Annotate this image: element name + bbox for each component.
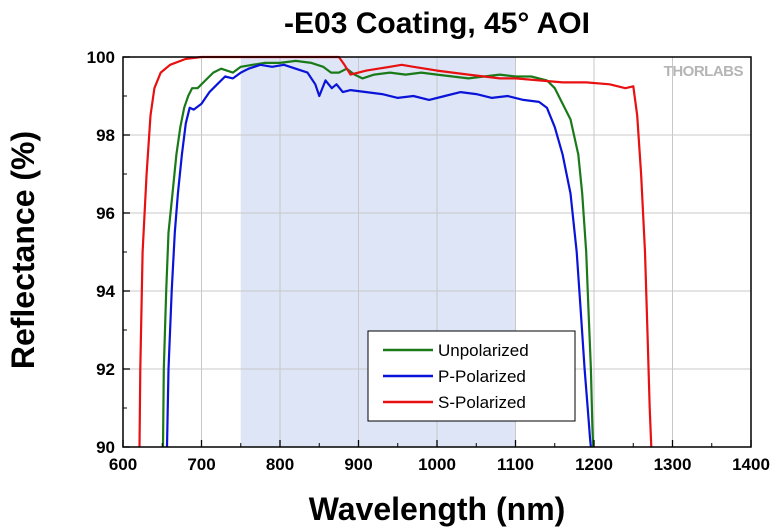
y-tick-label: 98: [96, 126, 115, 145]
y-tick-label: 96: [96, 204, 115, 223]
y-tick-label: 94: [96, 282, 115, 301]
x-tick-label: 600: [109, 455, 137, 474]
chart-title: -E03 Coating, 45° AOI: [284, 7, 590, 40]
y-axis-label: Reflectance (%): [5, 131, 41, 369]
y-tick-label: 100: [87, 48, 115, 67]
series-line-s-polarized: [138, 55, 653, 448]
x-tick-label: 1200: [575, 455, 613, 474]
y-tick-label: 92: [96, 360, 115, 379]
legend-label: Unpolarized: [438, 341, 529, 360]
x-tick-label: 900: [344, 455, 372, 474]
x-tick-label: 700: [187, 455, 215, 474]
thorlabs-logo: THORLABS: [664, 63, 744, 80]
legend-label: S-Polarized: [438, 393, 526, 412]
y-tick-label: 90: [96, 438, 115, 457]
legend: Unpolarized P-Polarized S-Polarized: [367, 330, 576, 422]
x-axis-label: Wavelength (nm): [309, 491, 566, 527]
legend-label: P-Polarized: [438, 367, 526, 386]
x-tick-label: 1300: [654, 455, 692, 474]
x-tick-label: 1000: [418, 455, 456, 474]
axis-ticks: 600 700 800 900 1000 1100 1200 1300 1400 90 92 94 96…: [87, 48, 770, 474]
series-layer: [138, 55, 653, 448]
grid-lines: [123, 57, 751, 447]
x-tick-label: 1100: [497, 455, 534, 474]
series-line-p-polarized: [165, 63, 592, 448]
x-tick-label: 1400: [732, 455, 770, 474]
x-tick-label: 800: [266, 455, 294, 474]
